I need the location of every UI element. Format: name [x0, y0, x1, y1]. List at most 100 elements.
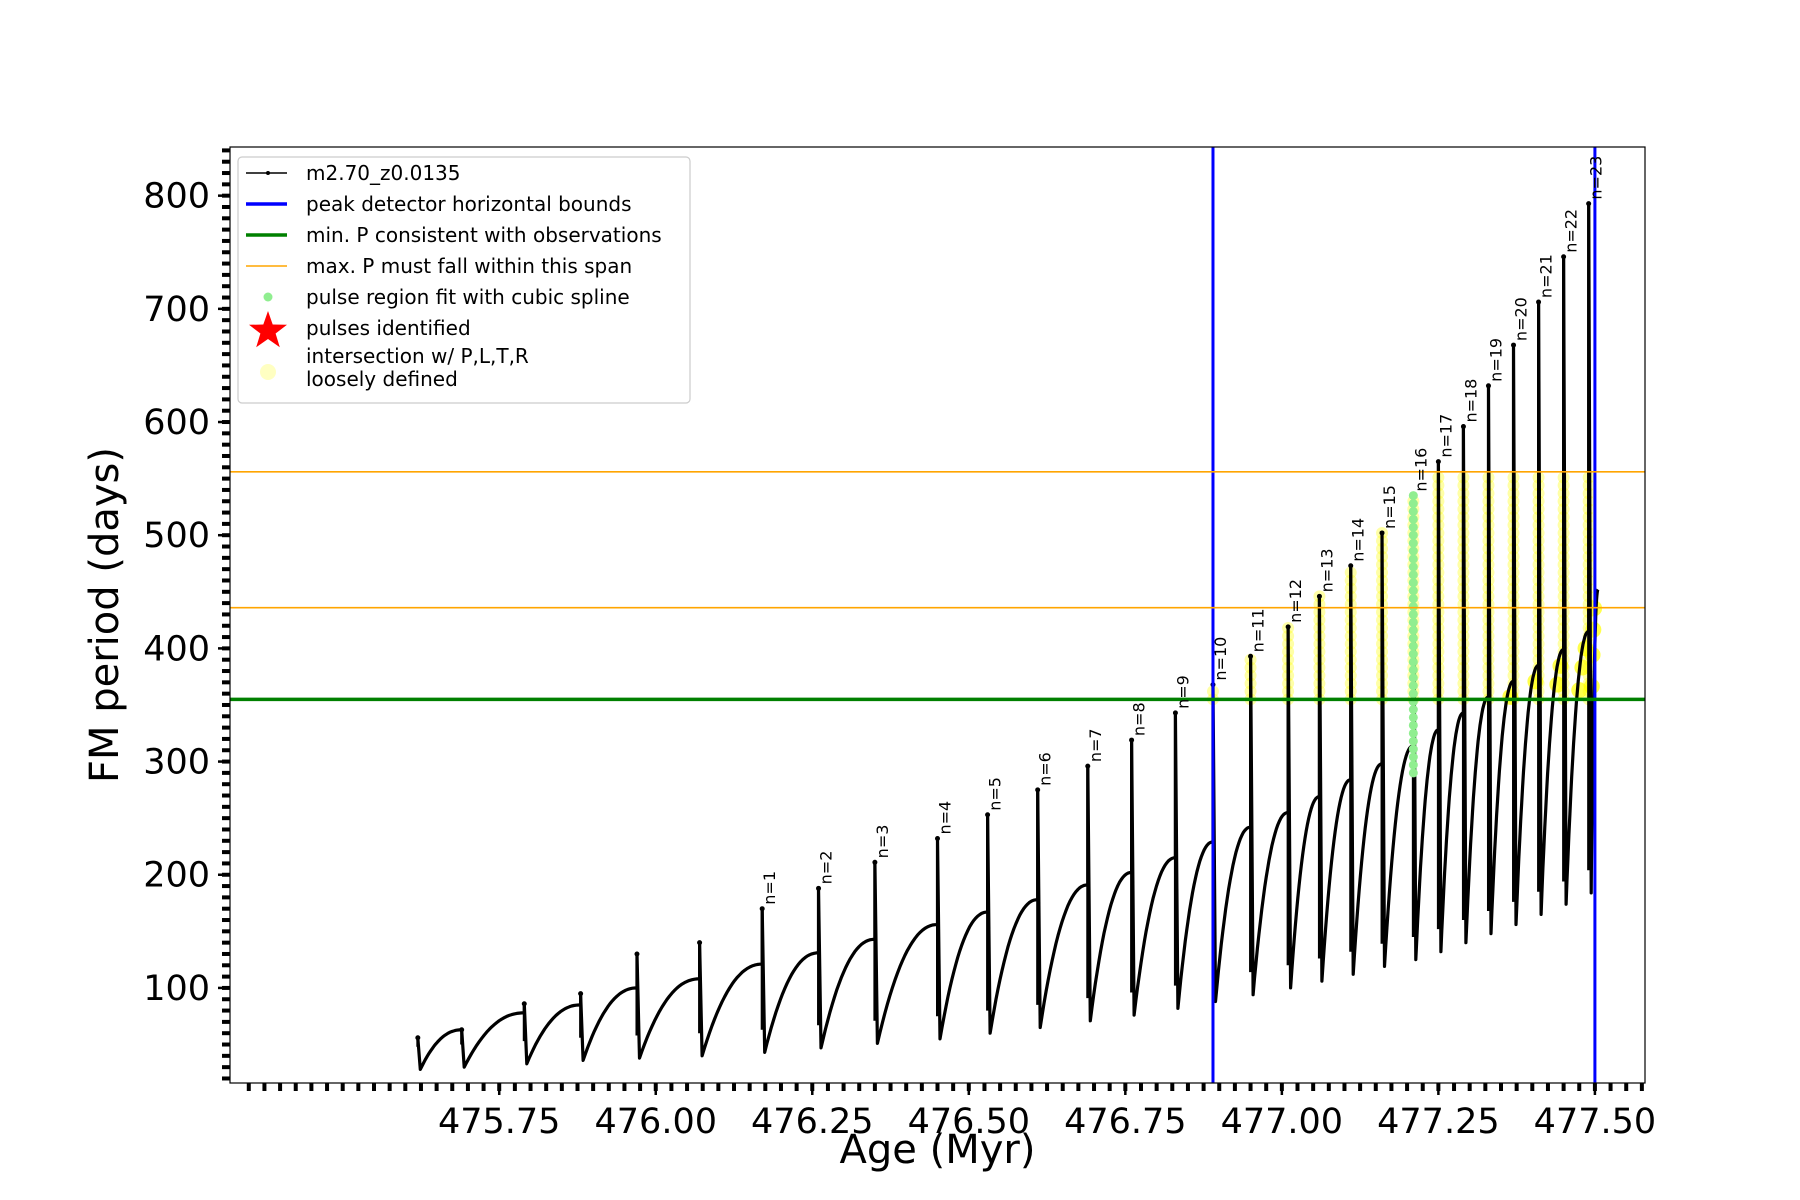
- pulse-label: n=1: [760, 871, 779, 905]
- legend-label: loosely defined: [306, 367, 458, 391]
- legend-box: [237, 156, 691, 404]
- pulse-peak-point: [634, 951, 640, 957]
- spline-point: [1408, 720, 1418, 730]
- pulse-peak-point: [1379, 530, 1385, 536]
- spline-point: [1408, 538, 1418, 548]
- spline-point: [1408, 546, 1418, 556]
- spline-point: [1408, 609, 1418, 619]
- pulse-label: n=22: [1562, 209, 1581, 253]
- pulse-label: n=10: [1211, 637, 1230, 681]
- spline-point: [1408, 594, 1418, 604]
- pulse-label: n=12: [1286, 579, 1305, 623]
- spline-point: [1408, 657, 1418, 667]
- legend-series-marker: [266, 171, 270, 175]
- spline-point: [1408, 562, 1418, 572]
- pulse-peak-point: [1172, 710, 1178, 716]
- y-tick-label: 200: [143, 856, 210, 896]
- spline-point: [1408, 514, 1418, 524]
- intersection-point: [1584, 646, 1601, 663]
- legend-label: max. P must fall within this span: [306, 254, 632, 278]
- y-axis-label: FM period (days): [82, 447, 128, 783]
- x-tick-label: 476.75: [1064, 1102, 1186, 1142]
- legend-label: pulse region fit with cubic spline: [306, 285, 630, 309]
- intersection-region-layer: [1206, 471, 1603, 706]
- pulse-peak-point: [985, 812, 991, 818]
- spline-point: [1408, 649, 1418, 659]
- pulse-label: n=21: [1537, 254, 1556, 298]
- pulse-peak-point: [1485, 383, 1491, 389]
- pulse-label: n=2: [817, 851, 836, 885]
- spline-point: [1408, 570, 1418, 580]
- pulse-label: n=14: [1349, 518, 1368, 562]
- spline-point: [1408, 578, 1418, 588]
- reference-lines-layer: [230, 147, 1645, 1083]
- legend-dot-swatch: [263, 292, 273, 302]
- pulse-peak-point: [415, 1035, 421, 1041]
- spline-point: [1408, 602, 1418, 612]
- pulse-peak-point: [816, 885, 822, 891]
- legend-label: m2.70_z0.0135: [306, 161, 461, 185]
- spline-point: [1408, 617, 1418, 627]
- spline-point: [1408, 689, 1418, 699]
- spline-point: [1408, 491, 1418, 501]
- pulse-label: n=3: [873, 825, 892, 859]
- y-tick-label: 300: [143, 743, 210, 783]
- spline-point: [1408, 752, 1418, 762]
- spline-point: [1408, 586, 1418, 596]
- pulse-peak-point: [1435, 459, 1441, 465]
- spline-point: [1408, 665, 1418, 675]
- pulse-peak-point: [872, 859, 878, 865]
- pulse-labels-layer: n=1 n=2 n=3 n=4 n=5 n=6 n=7 n=8 n=9 n=10 n=11 n=12 n…: [760, 156, 1605, 905]
- pulse-label: n=4: [936, 801, 955, 835]
- y-tick-label: 500: [143, 516, 210, 556]
- pulse-label: n=5: [986, 777, 1005, 811]
- intersection-point: [1571, 682, 1588, 699]
- spline-region-layer: [1408, 491, 1418, 778]
- pulse-label: n=13: [1317, 548, 1336, 592]
- x-tick-label: 477.25: [1377, 1102, 1499, 1142]
- pulse-label: n=18: [1461, 379, 1480, 423]
- spline-point: [1408, 681, 1418, 691]
- pulse-label: n=9: [1173, 675, 1192, 709]
- x-tick-label: 476.50: [908, 1102, 1030, 1142]
- legend-label: min. P consistent with observations: [306, 223, 662, 247]
- pulse-peak-point: [1561, 254, 1567, 260]
- y-tick-label: 400: [143, 629, 210, 669]
- pulse-peak-point: [1511, 342, 1517, 348]
- x-tick-label: 475.75: [438, 1102, 560, 1142]
- spline-point: [1408, 705, 1418, 715]
- legend-label: intersection w/ P,L,T,R: [306, 344, 529, 368]
- pulse-peak-point: [1285, 624, 1291, 630]
- pulse-label: n=11: [1249, 608, 1268, 652]
- pulse-peak-point: [1129, 737, 1135, 743]
- spline-point: [1408, 641, 1418, 651]
- spline-point: [1408, 522, 1418, 532]
- spline-point: [1408, 728, 1418, 738]
- y-tick-label: 600: [143, 403, 210, 443]
- pulse-peak-point: [1536, 299, 1542, 305]
- spline-point: [1408, 554, 1418, 564]
- legend-label: pulses identified: [306, 316, 471, 340]
- spline-point: [1408, 760, 1418, 770]
- pulse-label: n=15: [1380, 485, 1399, 529]
- spline-point: [1408, 530, 1418, 540]
- x-tick-label: 477.50: [1534, 1102, 1656, 1142]
- pulse-label: n=23: [1587, 156, 1606, 200]
- pulse-label: n=20: [1512, 297, 1531, 341]
- y-tick-label: 700: [143, 290, 210, 330]
- pulse-label: n=8: [1130, 702, 1149, 736]
- pulse-peak-point: [459, 1027, 465, 1033]
- pulse-peak-point: [1035, 787, 1041, 793]
- spline-point: [1408, 673, 1418, 683]
- series-layer: [415, 201, 1600, 1071]
- pulse-peak-point: [1085, 763, 1091, 769]
- pulse-peak-point: [759, 906, 765, 912]
- pulse-peak-point: [697, 940, 703, 946]
- x-tick-label: 476.25: [751, 1102, 873, 1142]
- y-tick-label: 800: [143, 177, 210, 217]
- pulse-peak-point: [1586, 201, 1592, 207]
- pulse-label: n=16: [1411, 448, 1430, 492]
- spline-point: [1408, 768, 1418, 778]
- pulse-label: n=19: [1486, 338, 1505, 382]
